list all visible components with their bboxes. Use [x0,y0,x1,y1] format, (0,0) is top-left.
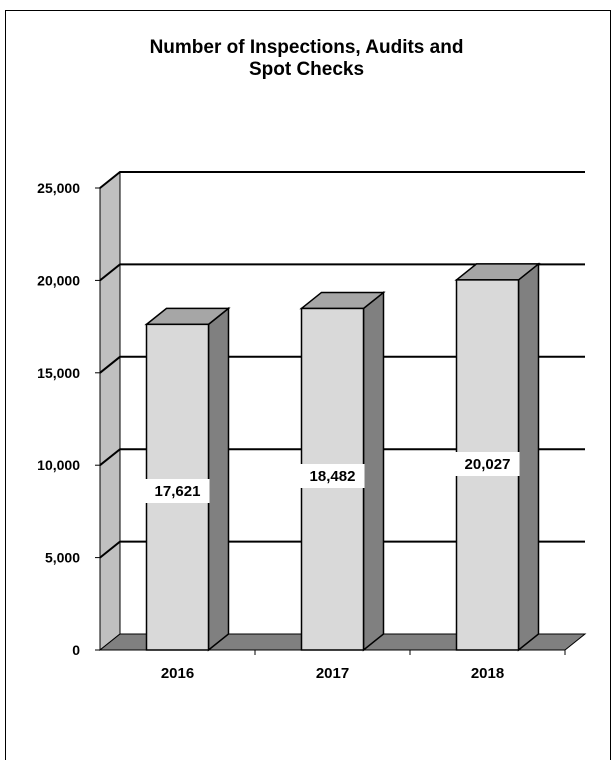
chart-title-line-2: Spot Checks [248,59,365,80]
y-tick-label: 5,000 [45,550,80,566]
y-tick-label: 25,000 [37,180,80,196]
gridline [99,540,585,559]
gridline [99,355,585,374]
x-tick-label: 2017 [316,665,349,682]
y-tick-label: 0 [72,642,80,658]
gridline [99,263,585,282]
bar-side [517,262,540,652]
data-label-box [300,464,365,488]
bar-side [207,306,230,652]
data-label: 18,482 [310,468,356,485]
y-tick-label: 10,000 [37,457,80,473]
data-label: 20,027 [465,456,511,473]
data-label: 17,621 [155,483,201,500]
x-tick-label: 2018 [471,665,504,682]
side-wall [99,170,121,652]
y-tick-label: 15,000 [37,365,80,381]
data-label-box [455,452,520,476]
chart-title-line-1: Number of Inspections, Audits and [149,37,464,58]
chart-frame [5,10,611,760]
y-tick-label: 20,000 [37,272,80,288]
bar-side [362,290,385,652]
chart-title: Number of Inspections, Audits and Spot C… [0,37,613,81]
gridline [99,171,585,189]
data-label-box [145,479,210,503]
gridline [99,448,585,466]
x-tick-label: 2016 [161,665,194,682]
